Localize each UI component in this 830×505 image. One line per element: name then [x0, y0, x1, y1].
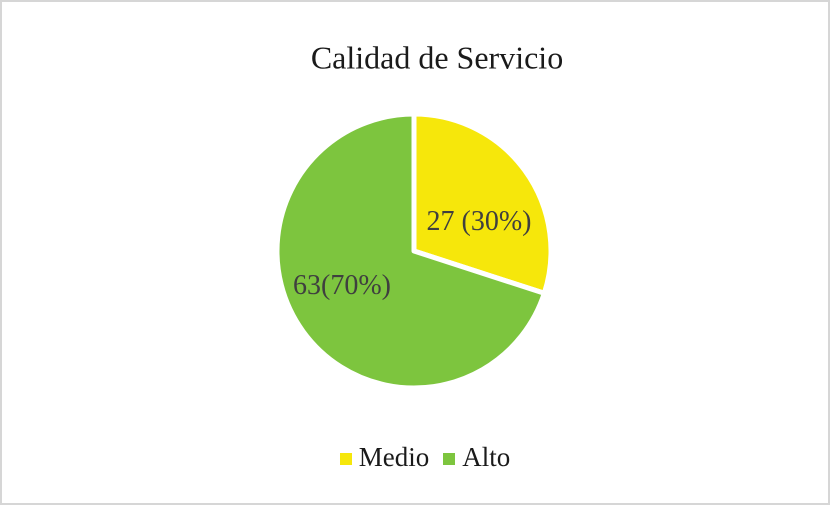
legend-item-medio: Medio — [339, 442, 430, 473]
data-label-medio: 27 (30%) — [426, 206, 532, 237]
data-label-alto: 63(70%) — [293, 270, 391, 301]
chart-legend: Medio Alto — [12, 442, 828, 473]
pie-slice-medio — [411, 111, 554, 296]
legend-swatch-alto — [443, 453, 456, 465]
legend-label-alto: Alto — [462, 442, 511, 472]
chart-title: Calidad de Servicio — [310, 39, 564, 76]
pie-slice-alto — [274, 111, 547, 391]
legend-item-alto: Alto — [443, 442, 510, 473]
legend-label-medio: Medio — [358, 442, 430, 472]
legend-swatch-medio — [339, 453, 352, 465]
